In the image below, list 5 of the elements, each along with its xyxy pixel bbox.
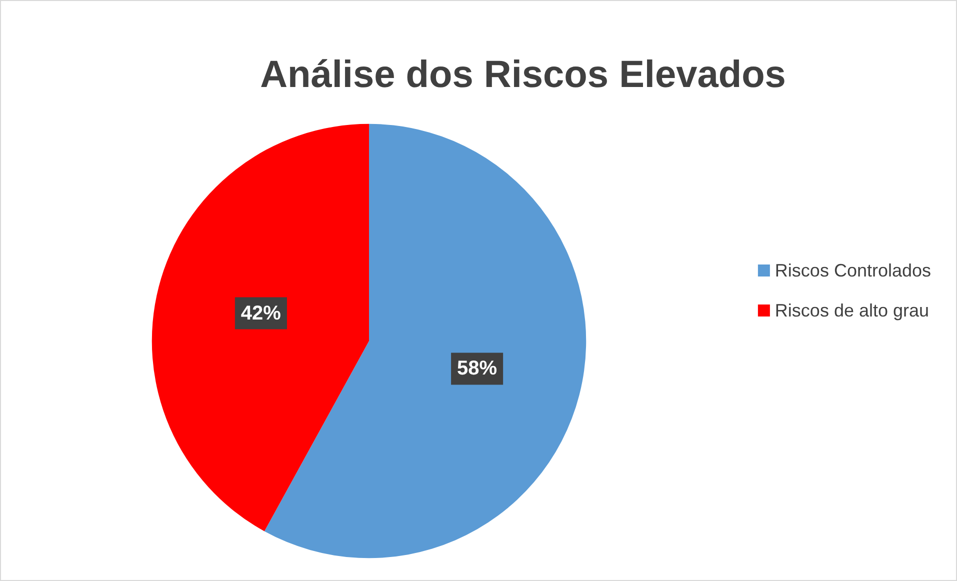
chart-title: Análise dos Riscos Elevados [260,54,786,96]
data-label: 58% [457,358,498,380]
legend-label: Riscos de alto grau [774,300,930,320]
data-label: 42% [240,302,282,324]
legend-label: Riscos Controlados [774,260,932,280]
